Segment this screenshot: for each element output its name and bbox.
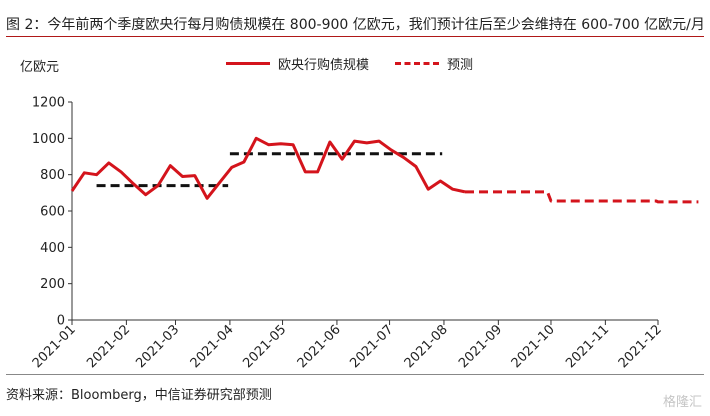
x-tick-label: 2021-12 [616,322,665,371]
legend-swatch-dashed [395,62,440,65]
chart-legend: 欧央行购债规模 预测 [226,54,499,73]
actual-series-line [70,136,466,200]
y-tick-label: 0 [57,314,65,329]
x-tick-label: 2021-03 [133,322,182,371]
x-tick-label: 2021-11 [563,322,612,371]
y-tick-label: 800 [40,168,65,183]
x-tick-label: 2021-09 [456,322,505,371]
x-tick-label: 2021-02 [84,322,133,371]
x-tick-label: 2021-06 [295,322,344,371]
title-rule [6,36,704,37]
x-tick-label: 2021-04 [188,322,237,371]
legend-item-forecast: 预测 [395,54,473,73]
y-tick-label: 200 [40,277,65,292]
y-tick-label: 1200 [32,96,65,111]
y-tick-label: 400 [40,241,65,256]
y-tick-label: 600 [40,205,65,220]
y-axis-label: 亿欧元 [20,60,60,75]
figure-title: 图 2：今年前两个季度欧央行每月购债规模在 800-900 亿欧元，我们预计往后… [6,17,705,33]
legend-label-forecast: 预测 [447,58,474,73]
forecast-series-line [465,190,699,204]
watermark-logo: 格隆汇 [662,395,702,410]
x-tick-label: 2021-08 [402,322,451,371]
x-tick-label: 2021-01 [30,322,79,371]
x-tick-label: 2021-10 [509,322,558,371]
source-note: 资料来源：Bloomberg，中信证券研究部预测 [6,388,272,403]
x-tick-label: 2021-07 [347,322,396,371]
legend-swatch-solid [226,62,270,65]
y-tick-label: 1000 [32,132,65,147]
x-tick-label: 2021-05 [240,322,289,371]
legend-item-actual: 欧央行购债规模 [226,54,369,73]
footer-rule [6,374,704,375]
legend-label-actual: 欧央行购债规模 [278,58,370,73]
